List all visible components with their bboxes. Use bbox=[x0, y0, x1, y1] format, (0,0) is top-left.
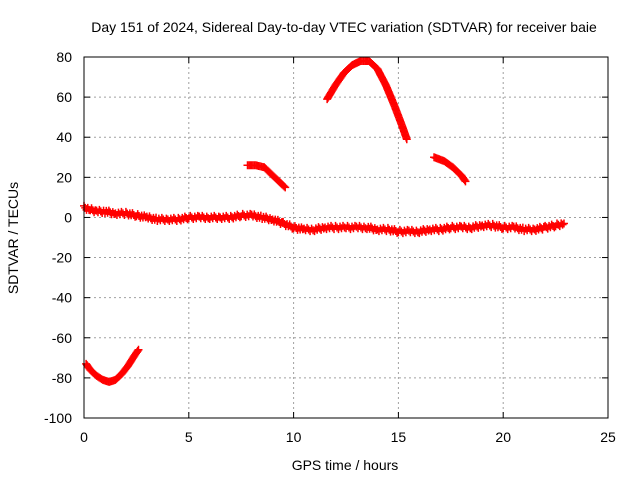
x-tick-label: 0 bbox=[80, 429, 88, 445]
data-point bbox=[402, 135, 411, 144]
y-tick-label: 80 bbox=[56, 49, 72, 65]
y-tick-label: -100 bbox=[44, 410, 72, 426]
data-point bbox=[559, 219, 568, 228]
x-tick-label: 10 bbox=[286, 429, 302, 445]
x-tick-label: 20 bbox=[495, 429, 511, 445]
data-series bbox=[80, 57, 568, 386]
series-arc-high bbox=[323, 57, 411, 144]
y-tick-label: 0 bbox=[64, 209, 72, 225]
y-tick-label: -40 bbox=[52, 290, 72, 306]
series-main bbox=[80, 201, 568, 238]
x-axis-title: GPS time / hours bbox=[292, 457, 399, 473]
x-tick-label: 5 bbox=[185, 429, 193, 445]
data-point bbox=[558, 220, 567, 229]
data-point bbox=[133, 347, 142, 356]
y-tick-label: -20 bbox=[52, 250, 72, 266]
y-axis-title: SDTVAR / TECUs bbox=[5, 182, 21, 294]
plot-frame bbox=[83, 56, 609, 419]
y-tick-label: -60 bbox=[52, 330, 72, 346]
data-point bbox=[280, 182, 289, 191]
y-tick-label: 20 bbox=[56, 169, 72, 185]
axis-ticks: 0 5 10 15 20 25 -100 -80 -60 -40 -20 0 20 40 60 80 bbox=[44, 49, 616, 445]
data-point bbox=[281, 183, 290, 192]
y-tick-label: -80 bbox=[52, 370, 72, 386]
data-point bbox=[460, 176, 469, 185]
x-tick-label: 25 bbox=[600, 429, 616, 445]
grid-lines bbox=[84, 57, 608, 418]
data-point bbox=[134, 345, 143, 354]
y-tick-label: 60 bbox=[56, 89, 72, 105]
series-arc-mid bbox=[243, 161, 290, 192]
x-tick-label: 15 bbox=[391, 429, 407, 445]
data-point bbox=[461, 177, 470, 186]
chart-title: Day 151 of 2024, Sidereal Day-to-day VTE… bbox=[91, 19, 597, 35]
series-arc-right bbox=[430, 153, 470, 186]
series-arc-low bbox=[82, 345, 143, 386]
y-tick-label: 40 bbox=[56, 129, 72, 145]
